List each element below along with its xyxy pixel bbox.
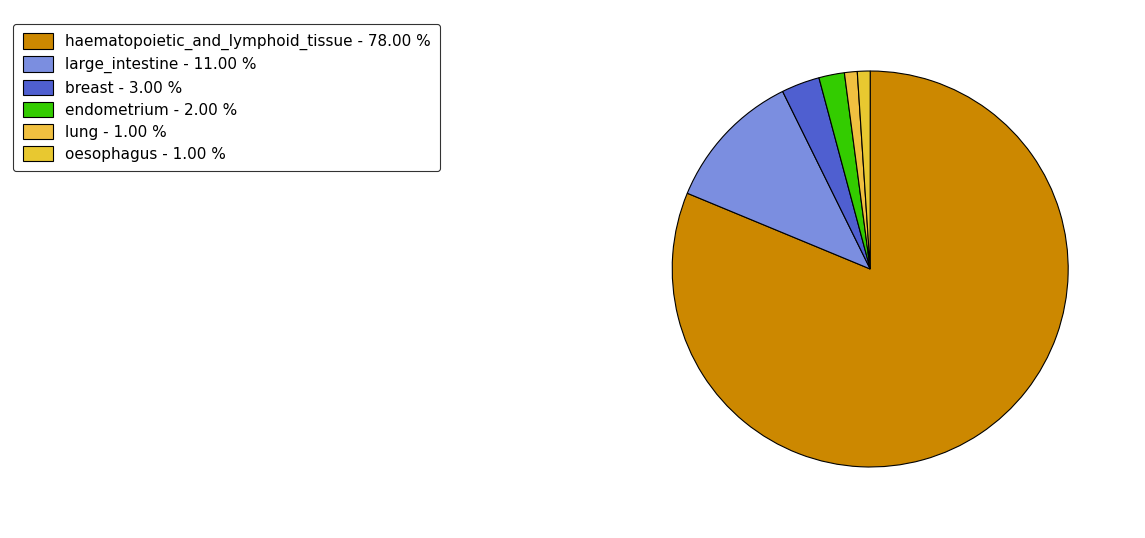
Wedge shape — [858, 71, 870, 269]
Wedge shape — [844, 72, 870, 269]
Wedge shape — [687, 91, 870, 269]
Wedge shape — [672, 71, 1068, 467]
Wedge shape — [819, 73, 870, 269]
Legend: haematopoietic_and_lymphoid_tissue - 78.00 %, large_intestine - 11.00 %, breast : haematopoietic_and_lymphoid_tissue - 78.… — [14, 24, 440, 171]
Wedge shape — [783, 78, 870, 269]
